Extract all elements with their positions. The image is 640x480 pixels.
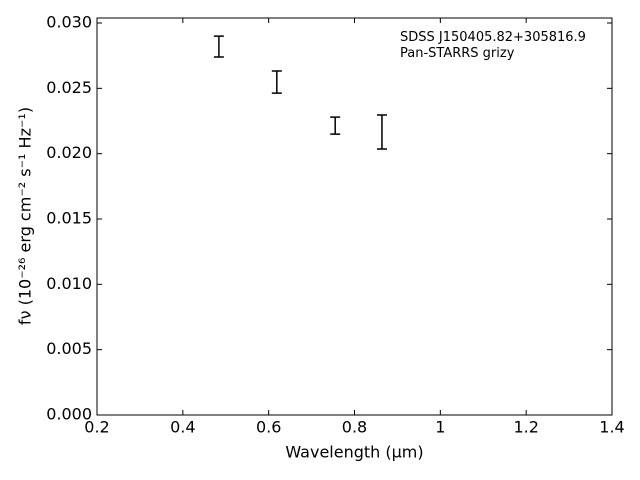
annotation: Pan-STARRS grizy — [400, 46, 515, 61]
error-bar — [376, 114, 387, 150]
x-tick-label: 0.2 — [84, 418, 109, 437]
plot-frame — [96, 17, 613, 416]
x-tick-label: 0.6 — [256, 418, 281, 437]
y-tick-label: 0.015 — [46, 209, 92, 228]
y-tick-label: 0.010 — [46, 274, 92, 293]
y-axis-label: fν (10⁻²⁶ erg cm⁻² s⁻¹ Hz⁻¹) — [16, 107, 35, 325]
y-tick-label: 0.025 — [46, 78, 92, 97]
annotation: SDSS J150405.82+305816.9 — [400, 30, 586, 45]
error-bar — [330, 116, 341, 135]
x-tick-label: 0.8 — [342, 418, 367, 437]
x-tick-label: 1 — [435, 418, 445, 437]
y-tick-label: 0.005 — [46, 339, 92, 358]
x-tick-label: 1.4 — [599, 418, 624, 437]
y-tick-label: 0.030 — [46, 13, 92, 32]
x-tick-label: 0.4 — [170, 418, 195, 437]
y-tick-label: 0.020 — [46, 143, 92, 162]
error-bar — [271, 70, 282, 94]
error-bar — [213, 35, 224, 58]
y-tick-label: 0.000 — [46, 405, 92, 424]
x-tick-label: 1.2 — [513, 418, 538, 437]
x-axis-label: Wavelength (μm) — [285, 443, 423, 462]
